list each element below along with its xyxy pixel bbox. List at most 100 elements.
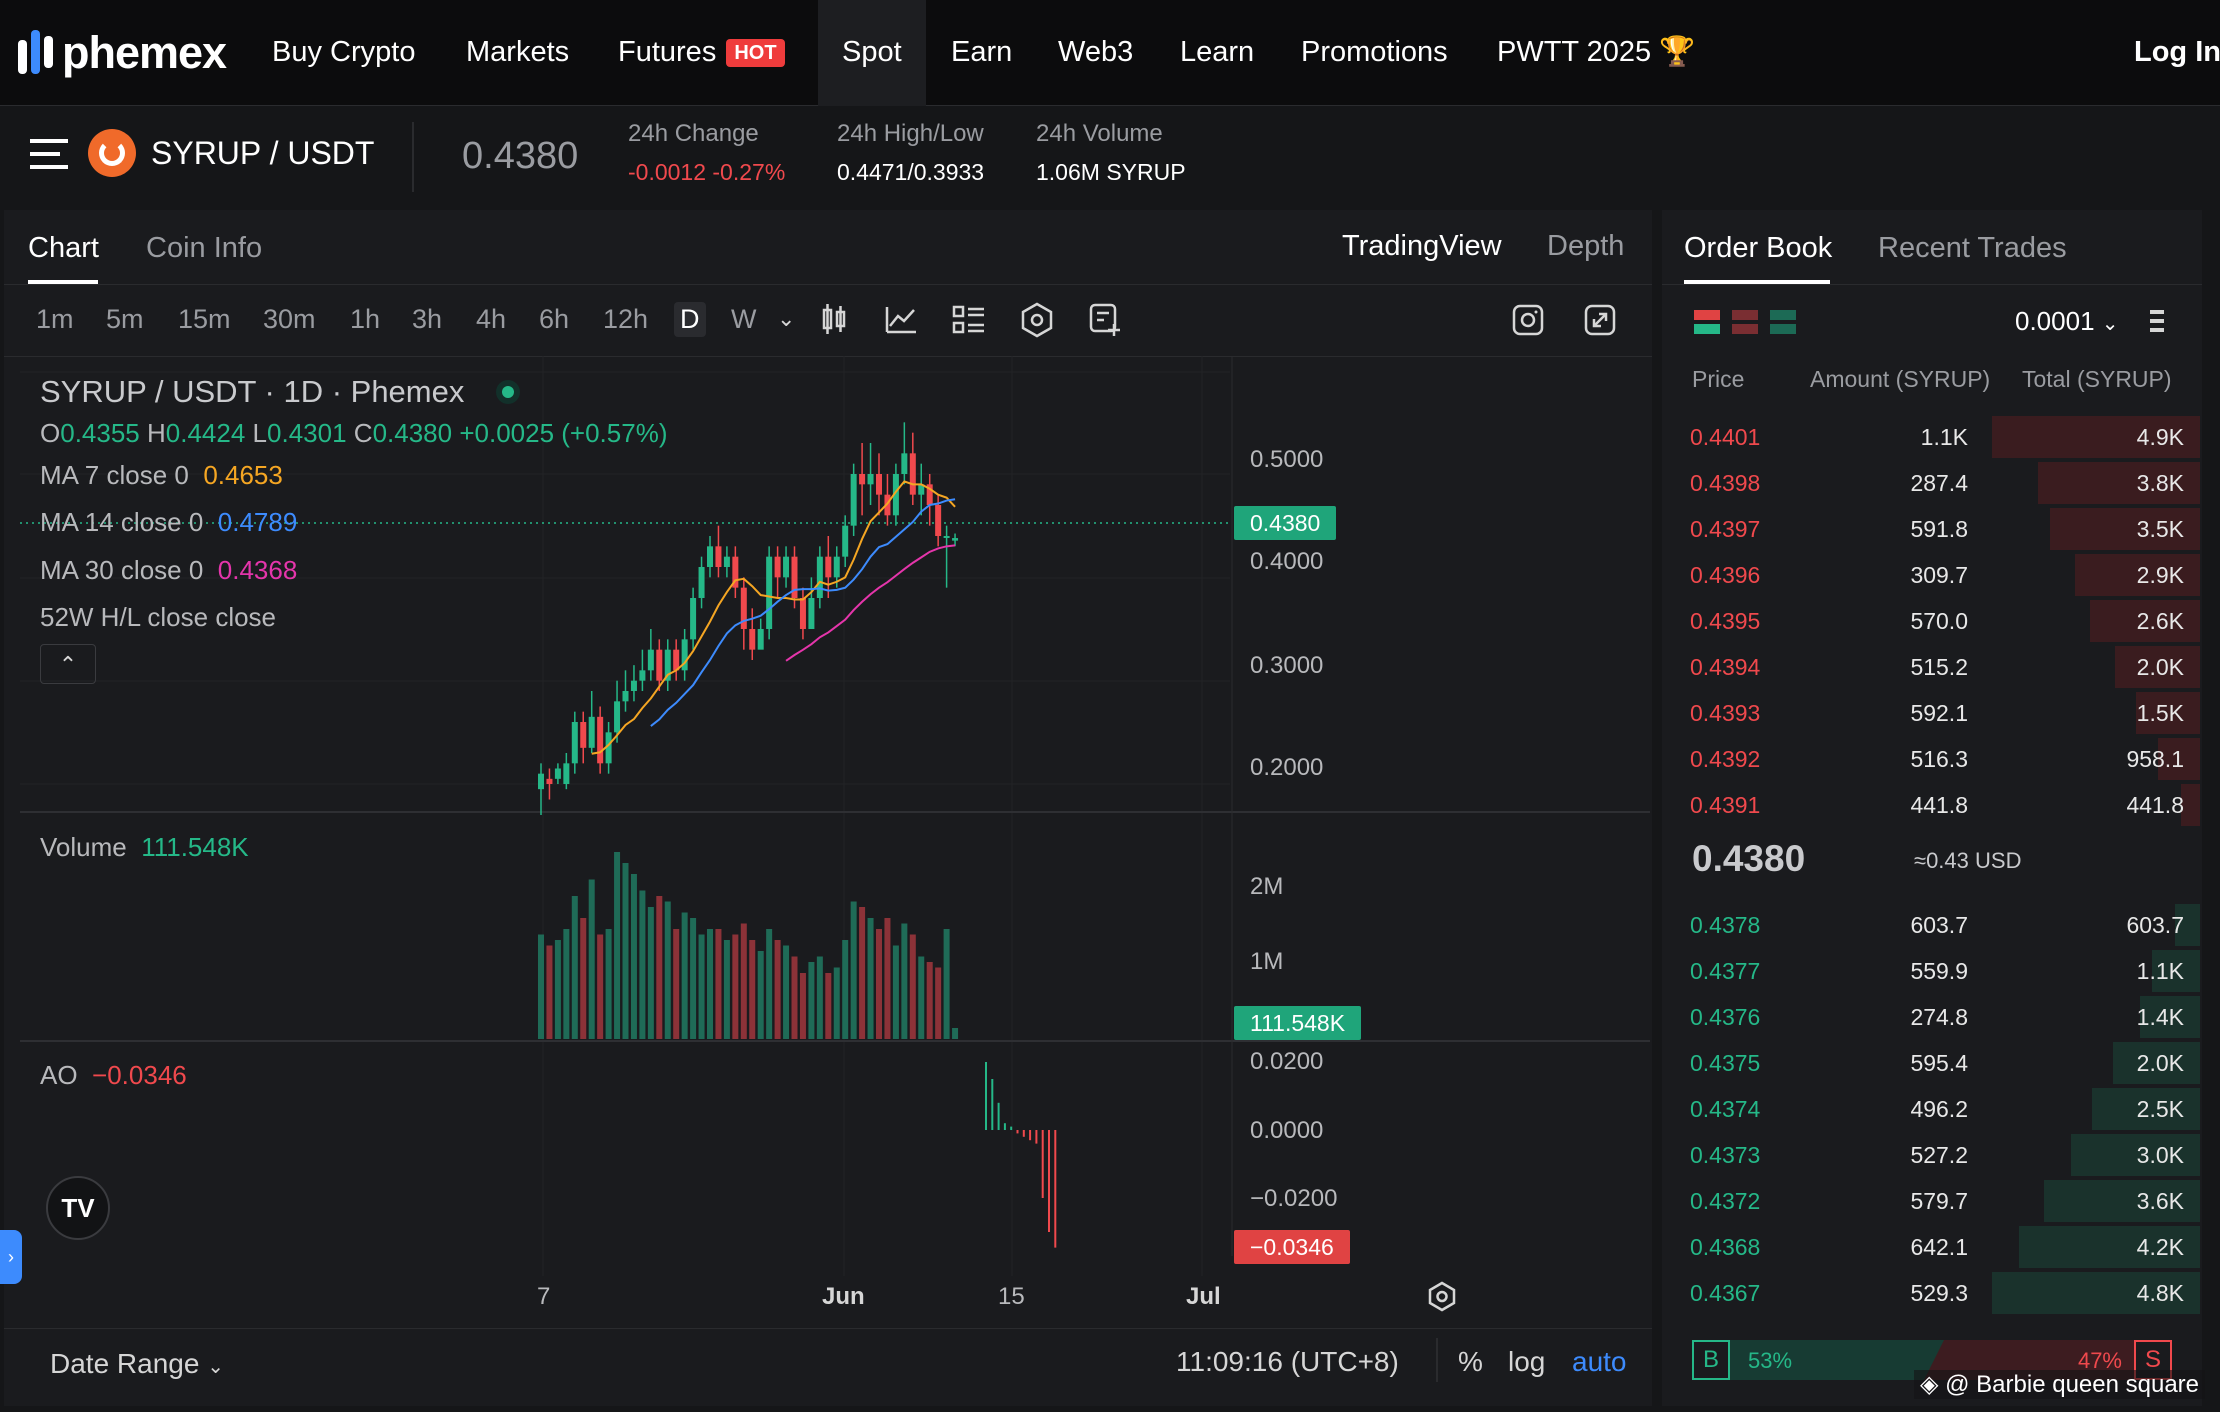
candle-body [698, 567, 705, 598]
both-sides-view-icon[interactable] [1694, 310, 1720, 334]
date-range-button[interactable]: Date Range ⌄ [50, 1348, 224, 1380]
nav-futures[interactable]: Futures HOT [618, 30, 785, 74]
l-value: 0.4301 [267, 418, 347, 448]
ask-row[interactable]: 0.4393 592.1 1.5K [1690, 688, 2208, 734]
bid-row[interactable]: 0.4373 527.2 3.0K [1690, 1130, 2208, 1176]
collapse-legend-button[interactable]: ⌃ [40, 644, 96, 684]
bid-depth-bar [2044, 1180, 2200, 1222]
tab-recent-trades[interactable]: Recent Trades [1878, 232, 2067, 264]
ask-price: 0.4396 [1690, 562, 1761, 588]
price-tick: 0.2000 [1250, 754, 1324, 781]
c-label: C [353, 418, 373, 448]
tf-6h[interactable]: 6h [539, 304, 570, 334]
axis-settings-icon[interactable] [1426, 1280, 1458, 1312]
x-tick: Jul [1186, 1283, 1221, 1310]
bid-total: 2.0K [2136, 1050, 2184, 1076]
view-depth[interactable]: Depth [1547, 230, 1625, 262]
tf-w[interactable]: W [731, 304, 757, 334]
bid-row[interactable]: 0.4377 559.9 1.1K [1690, 946, 2208, 992]
log-toggle[interactable]: log [1508, 1346, 1546, 1377]
more-icon[interactable] [2150, 310, 2164, 334]
tab-chart[interactable]: Chart [28, 232, 99, 264]
side-expand-tab[interactable]: › [0, 1230, 22, 1284]
chart-panel [4, 210, 1652, 1406]
nav-spot[interactable]: Spot [818, 0, 926, 106]
bid-row[interactable]: 0.4368 642.1 4.2K [1690, 1222, 2208, 1268]
fullscreen-icon[interactable] [1584, 304, 1616, 336]
ask-row[interactable]: 0.4397 591.8 3.5K [1690, 504, 2208, 550]
volume-bar [833, 967, 840, 1039]
tf-15m[interactable]: 15m [178, 304, 231, 334]
bid-depth-bar [2140, 996, 2200, 1038]
volume-bar [867, 918, 874, 1039]
phemex-logo[interactable]: phemex [18, 24, 227, 82]
pair-name[interactable]: SYRUP / USDT [151, 135, 375, 171]
ask-total: 2.9K [2136, 562, 2184, 588]
bid-depth-bar [2152, 950, 2200, 992]
view-tradingview[interactable]: TradingView [1342, 230, 1502, 262]
ask-row[interactable]: 0.4394 515.2 2.0K [1690, 642, 2208, 688]
nav-pwtt[interactable]: PWTT 2025 🏆 [1497, 30, 1695, 74]
indicator-icon[interactable] [884, 304, 918, 336]
ask-price: 0.4397 [1690, 516, 1761, 542]
bid-row[interactable]: 0.4372 579.7 3.6K [1690, 1176, 2208, 1222]
tf-12h[interactable]: 12h [603, 304, 649, 334]
ao-legend: AO −0.0346 [40, 1060, 187, 1091]
percent-toggle[interactable]: % [1458, 1346, 1483, 1377]
volume-label: 24h Volume [1036, 120, 1163, 147]
ask-row[interactable]: 0.4391 441.8 441.8 [1690, 780, 2208, 826]
bid-row[interactable]: 0.4375 595.4 2.0K [1690, 1038, 2208, 1084]
tf-d[interactable]: D [674, 302, 706, 337]
volume-bar [757, 951, 764, 1039]
candle-body [715, 546, 722, 567]
auto-toggle[interactable]: auto [1572, 1346, 1627, 1377]
tab-order-book[interactable]: Order Book [1684, 232, 1833, 264]
ask-row[interactable]: 0.4401 1.1K 4.9K [1690, 412, 2208, 458]
menu-icon[interactable] [30, 139, 68, 169]
ao-label: AO [40, 1060, 78, 1090]
bid-row[interactable]: 0.4374 496.2 2.5K [1690, 1084, 2208, 1130]
ask-row[interactable]: 0.4398 287.4 3.8K [1690, 458, 2208, 504]
nav-futures-label: Futures [618, 36, 717, 68]
tradingview-logo-icon[interactable]: TV [46, 1176, 110, 1240]
camera-icon[interactable] [1512, 304, 1544, 336]
nav-buy-crypto[interactable]: Buy Crypto [272, 36, 416, 68]
price-chart[interactable] [0, 356, 1660, 1306]
candle-body [546, 778, 553, 784]
add-alert-icon[interactable] [1088, 302, 1122, 338]
login-button[interactable]: Log In [2134, 36, 2220, 68]
templates-icon[interactable] [952, 304, 986, 336]
precision-select[interactable]: 0.0001 ⌄ [2015, 306, 2119, 337]
settings-icon[interactable] [1020, 302, 1054, 338]
bid-row[interactable]: 0.4376 274.8 1.4K [1690, 992, 2208, 1038]
tf-30m[interactable]: 30m [263, 304, 316, 334]
bid-row[interactable]: 0.4378 603.7 603.7 [1690, 900, 2208, 946]
candle-body [774, 556, 781, 578]
highlow-value: 0.4471/0.3933 [837, 159, 985, 185]
volume-bar [698, 934, 705, 1039]
ask-row[interactable]: 0.4392 516.3 958.1 [1690, 734, 2208, 780]
ask-depth-bar [2038, 462, 2200, 504]
nav-promotions[interactable]: Promotions [1301, 36, 1448, 68]
tf-3h[interactable]: 3h [412, 304, 443, 334]
tf-1h[interactable]: 1h [350, 304, 381, 334]
hl52-legend: 52W H/L close close [40, 602, 277, 632]
nav-web3[interactable]: Web3 [1058, 36, 1134, 68]
asks-view-icon[interactable] [1732, 310, 1758, 334]
chevron-down-icon[interactable]: ⌄ [777, 306, 796, 331]
tf-5m[interactable]: 5m [106, 304, 144, 334]
bids-view-icon[interactable] [1770, 310, 1796, 334]
ask-amount: 287.4 [1910, 470, 1968, 496]
nav-markets[interactable]: Markets [466, 36, 570, 68]
ask-row[interactable]: 0.4396 309.7 2.9K [1690, 550, 2208, 596]
nav-earn[interactable]: Earn [951, 36, 1013, 68]
candle-type-icon[interactable] [818, 302, 850, 338]
candle-body [952, 538, 959, 541]
clock[interactable]: 11:09:16 (UTC+8) [1176, 1346, 1399, 1377]
nav-learn[interactable]: Learn [1180, 36, 1255, 68]
tf-1m[interactable]: 1m [36, 304, 74, 334]
tab-coin-info[interactable]: Coin Info [146, 232, 263, 264]
tf-4h[interactable]: 4h [476, 304, 507, 334]
ask-row[interactable]: 0.4395 570.0 2.6K [1690, 596, 2208, 642]
bid-row[interactable]: 0.4367 529.3 4.8K [1690, 1268, 2208, 1314]
